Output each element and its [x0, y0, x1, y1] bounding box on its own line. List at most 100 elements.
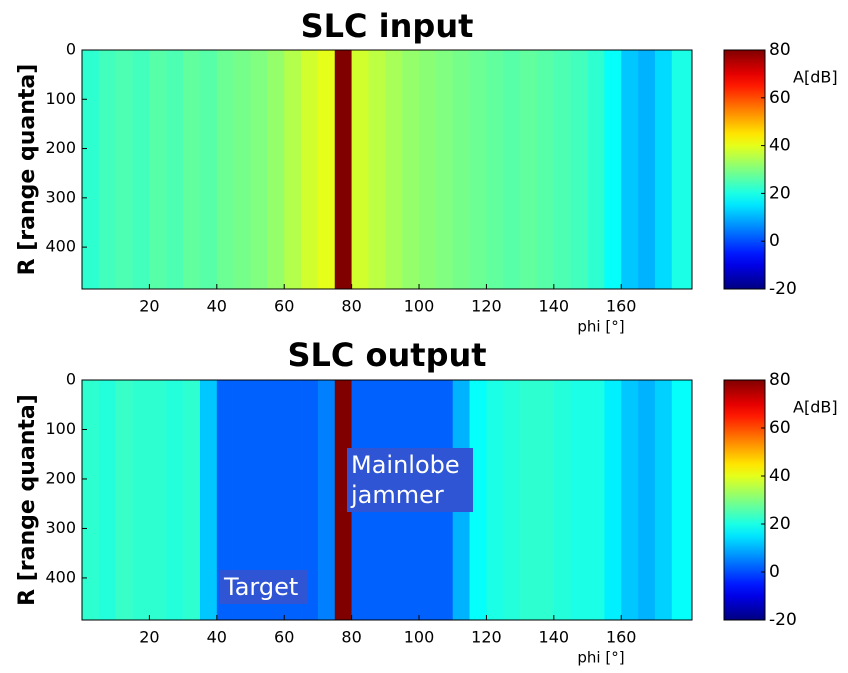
x-tick-label: 120 — [471, 297, 502, 316]
y-tick-label: 100 — [45, 89, 76, 108]
heat-column — [587, 380, 605, 620]
colorbar-tick-label: 80 — [769, 40, 791, 60]
heat-column — [98, 380, 117, 620]
heat-column — [351, 50, 369, 289]
heat-column — [233, 50, 251, 289]
heat-column — [183, 380, 201, 620]
colorbar-tick-label: 0 — [769, 562, 780, 582]
heat-column — [301, 380, 319, 620]
heat-column — [553, 380, 571, 620]
heat-column — [149, 50, 167, 289]
heat-column — [82, 50, 100, 289]
x-tick-label: 160 — [606, 628, 637, 647]
x-tick-label: 80 — [341, 297, 361, 316]
heat-column — [536, 50, 555, 289]
y-tick-label: 400 — [45, 567, 76, 586]
heat-column — [638, 380, 656, 620]
heat-column — [334, 380, 352, 620]
heat-column — [250, 50, 268, 289]
heat-column — [183, 50, 201, 289]
heat-column — [301, 50, 319, 289]
colorbar-tick-label: 20 — [769, 183, 791, 203]
colorbar-tick-label: 80 — [769, 370, 791, 390]
heat-column — [570, 50, 588, 289]
heat-column — [216, 380, 234, 620]
heat-column — [149, 380, 167, 620]
x-tick-label: 140 — [539, 628, 570, 647]
heat-column — [216, 50, 234, 289]
heat-column — [604, 50, 622, 289]
x-tick-label: 120 — [471, 628, 502, 647]
x-tick-label: 100 — [404, 628, 435, 647]
heat-column — [132, 50, 150, 289]
annotation: Mainlobe jammer — [347, 448, 473, 512]
heat-column — [435, 50, 454, 289]
heat-column — [284, 380, 302, 620]
heat-column — [419, 50, 437, 289]
heat-column — [469, 380, 487, 620]
heat-column — [503, 380, 521, 620]
colorbar-tick-label: 60 — [769, 418, 791, 438]
heat-column — [553, 50, 571, 289]
y-tick-label: 0 — [66, 370, 76, 389]
heat-column — [587, 50, 605, 289]
y-axis-label: R [range quanta] — [15, 64, 40, 276]
colorbar-label: A[dB] — [793, 398, 838, 417]
plot-frame — [81, 379, 693, 621]
heat-column — [317, 50, 336, 289]
y-tick-label: 0 — [66, 40, 76, 59]
heat-column — [98, 50, 117, 289]
heat-column — [250, 380, 268, 620]
x-axis-label: phi [°] — [577, 318, 624, 336]
colorbar-tick-label: 40 — [769, 136, 791, 156]
heat-column — [334, 50, 352, 289]
colorbar — [723, 379, 766, 621]
x-tick-label: 80 — [341, 628, 361, 647]
x-tick-label: 60 — [274, 628, 294, 647]
colorbar-tick-label: 0 — [769, 231, 780, 251]
heat-column — [233, 380, 251, 620]
heat-column — [317, 380, 336, 620]
heat-column — [570, 380, 588, 620]
y-axis-label: R [range quanta] — [15, 394, 40, 606]
heat-column — [486, 380, 504, 620]
heat-column — [267, 50, 285, 289]
heat-column — [199, 50, 218, 289]
x-tick-label: 140 — [539, 297, 570, 316]
heat-column — [654, 50, 673, 289]
heat-column — [486, 50, 504, 289]
heat-column — [469, 50, 487, 289]
heat-column — [132, 380, 150, 620]
heat-column — [166, 50, 184, 289]
colorbar-label: A[dB] — [793, 68, 838, 87]
heat-column — [604, 380, 622, 620]
x-tick-label: 40 — [207, 628, 227, 647]
y-tick-label: 200 — [45, 468, 76, 487]
colorbar-tick-label: -20 — [769, 610, 797, 630]
heat-column — [520, 380, 538, 620]
heat-column — [452, 50, 470, 289]
chart-title: SLC input — [301, 7, 474, 45]
heat-column — [115, 50, 133, 289]
x-tick-label: 40 — [207, 297, 227, 316]
heat-column — [199, 380, 218, 620]
y-tick-label: 300 — [45, 187, 76, 206]
colorbar-tick-label: -20 — [769, 279, 797, 299]
x-axis-label: phi [°] — [577, 649, 624, 667]
y-tick-label: 400 — [45, 237, 76, 256]
heat-column — [385, 50, 403, 289]
y-tick-label: 300 — [45, 518, 76, 537]
x-tick-label: 160 — [606, 297, 637, 316]
colorbar — [723, 49, 766, 290]
chart-title: SLC output — [287, 336, 486, 374]
heat-column — [536, 380, 555, 620]
colorbar-tick-label: 20 — [769, 514, 791, 534]
heat-column — [402, 50, 420, 289]
heat-column — [621, 380, 639, 620]
x-tick-label: 20 — [139, 297, 159, 316]
colorbar-tick-label: 40 — [769, 466, 791, 486]
plot-frame — [81, 49, 693, 290]
heat-column — [671, 380, 693, 620]
